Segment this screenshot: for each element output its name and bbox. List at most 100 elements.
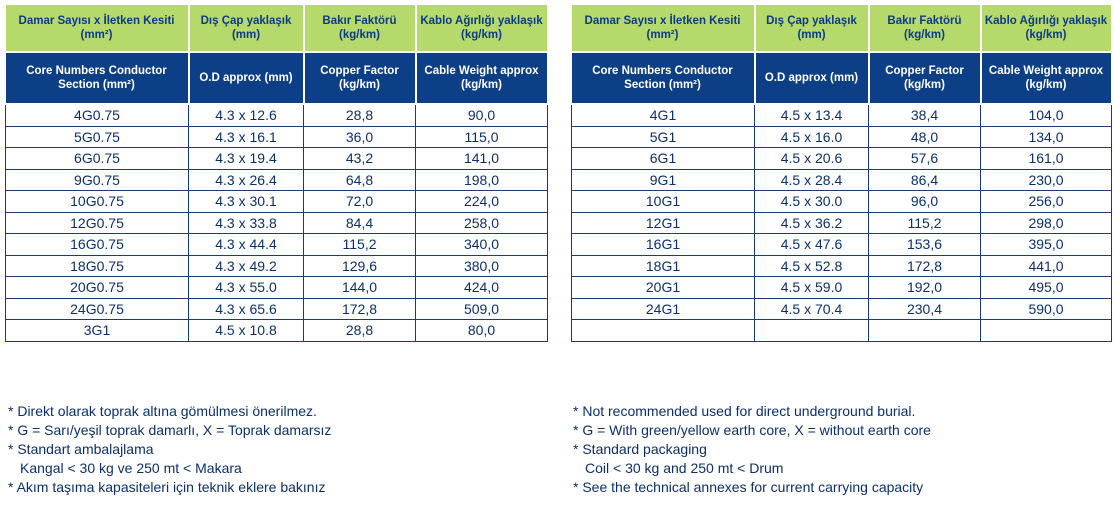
core-section-cell: 12G1 [571,211,755,234]
table-row: 4G0.75 4.3 x 12.6 28,8 90,0 [5,103,548,127]
core-section-cell: 6G1 [571,147,755,170]
left-cable-table: Damar Sayısı x İletken Kesiti (mm²) Dış Ç… [5,5,549,342]
od-cell: 4.5 x 36.2 [754,211,869,234]
note-tr-3: * Standart ambalajlama [8,441,154,457]
copper-factor-cell: 72,0 [303,190,416,213]
table-row: 18G1 4.5 x 52.8 172,8 441,0 [571,254,1112,277]
note-en-1: * Not recommended used for direct underg… [573,403,916,419]
cable-weight-cell: 395,0 [980,233,1112,256]
table-row: 6G0.75 4.3 x 19.4 43,2 141,0 [5,147,548,170]
table-row: 5G1 4.5 x 16.0 48,0 134,0 [571,125,1112,148]
table-row: 5G0.75 4.3 x 16.1 36,0 115,0 [5,125,548,148]
table-row: 20G1 4.5 x 59.0 192,0 495,0 [571,276,1112,299]
core-section-cell [571,319,755,342]
cable-weight-cell: 104,0 [980,103,1112,127]
table-row: 24G1 4.5 x 70.4 230,4 590,0 [571,297,1112,320]
left-header-turkish-cell-2: Bakır Faktörü (kg/km) [303,5,417,53]
right-header-turkish-cell-3: Kablo Ağırlığı yaklaşık (kg/km) [980,5,1113,53]
right-header-english-cell-0: Core Numbers Conductor Section (mm²) [571,52,756,105]
right-header-english-cell-1: O.D approx (mm) [754,52,870,105]
od-cell: 4.5 x 47.6 [754,233,869,256]
table-row: 10G0.75 4.3 x 30.1 72,0 224,0 [5,190,548,213]
copper-factor-cell: 64,8 [303,168,416,191]
core-section-cell: 24G1 [571,297,755,320]
copper-factor-cell: 96,0 [868,190,981,213]
od-cell: 4.5 x 30.0 [754,190,869,213]
core-section-cell: 9G1 [571,168,755,191]
od-cell: 4.3 x 12.6 [188,103,304,127]
copper-factor-cell: 38,4 [868,103,981,127]
cable-weight-cell: 298,0 [980,211,1112,234]
cable-weight-cell: 224,0 [415,190,548,213]
od-cell: 4.5 x 70.4 [754,297,869,320]
cable-weight-cell: 90,0 [415,103,548,127]
left-header-turkish-cell-0: Damar Sayısı x İletken Kesiti (mm²) [5,5,190,53]
copper-factor-cell: 144,0 [303,276,416,299]
copper-factor-cell: 43,2 [303,147,416,170]
right-header-turkish-cell-1: Dış Çap yaklaşık (mm) [754,5,870,53]
note-en-3: * Standard packaging [573,441,707,457]
left-header-english-cell-3: Cable Weight approx (kg/km) [415,52,549,105]
cable-weight-cell: 115,0 [415,125,548,148]
right-header-turkish-cell-0: Damar Sayısı x İletken Kesiti (mm²) [571,5,756,53]
core-section-cell: 24G0.75 [5,297,189,320]
cable-weight-cell: 256,0 [980,190,1112,213]
core-section-cell: 12G0.75 [5,211,189,234]
copper-factor-cell: 86,4 [868,168,981,191]
core-section-cell: 9G0.75 [5,168,189,191]
od-cell: 4.5 x 52.8 [754,254,869,277]
core-section-cell: 16G0.75 [5,233,189,256]
cable-weight-cell [980,319,1112,342]
od-cell: 4.3 x 16.1 [188,125,304,148]
left-header-turkish-cell-1: Dış Çap yaklaşık (mm) [188,5,305,53]
right-header-english: Core Numbers Conductor Section (mm²) O.D … [571,52,1113,105]
copper-factor-cell [868,319,981,342]
core-section-cell: 4G1 [571,103,755,127]
core-section-cell: 6G0.75 [5,147,189,170]
od-cell: 4.3 x 49.2 [188,254,304,277]
od-cell: 4.3 x 33.8 [188,211,304,234]
copper-factor-cell: 192,0 [868,276,981,299]
core-section-cell: 16G1 [571,233,755,256]
turkish-notes: * Direkt olarak toprak altına gömülmesi … [8,402,331,497]
left-header-english-cell-1: O.D approx (mm) [188,52,305,105]
cable-weight-cell: 161,0 [980,147,1112,170]
od-cell: 4.3 x 55.0 [188,276,304,299]
note-tr-5: * Akım taşıma kapasiteleri için teknik e… [8,479,326,495]
copper-factor-cell: 230,4 [868,297,981,320]
copper-factor-cell: 115,2 [868,211,981,234]
table-row: 4G1 4.5 x 13.4 38,4 104,0 [571,103,1112,127]
table-row [571,319,1112,342]
core-section-cell: 4G0.75 [5,103,189,127]
core-section-cell: 5G1 [571,125,755,148]
cable-weight-cell: 441,0 [980,254,1112,277]
cable-weight-cell: 198,0 [415,168,548,191]
table-row: 24G0.75 4.3 x 65.6 172,8 509,0 [5,297,548,320]
od-cell: 4.5 x 13.4 [754,103,869,127]
copper-factor-cell: 115,2 [303,233,416,256]
right-header-turkish-cell-2: Bakır Faktörü (kg/km) [868,5,982,53]
cable-weight-cell: 230,0 [980,168,1112,191]
core-section-cell: 18G1 [571,254,755,277]
cable-weight-cell: 80,0 [415,319,548,342]
copper-factor-cell: 57,6 [868,147,981,170]
table-row: 16G1 4.5 x 47.6 153,6 395,0 [571,233,1112,256]
od-cell: 4.3 x 65.6 [188,297,304,320]
table-row: 18G0.75 4.3 x 49.2 129,6 380,0 [5,254,548,277]
cable-weight-cell: 495,0 [980,276,1112,299]
od-cell: 4.3 x 44.4 [188,233,304,256]
cable-weight-cell: 134,0 [980,125,1112,148]
cable-weight-cell: 258,0 [415,211,548,234]
od-cell [754,319,869,342]
note-en-2: * G = With green/yellow earth core, X = … [573,422,931,438]
right-header-turkish: Damar Sayısı x İletken Kesiti (mm²) Dış Ç… [571,5,1113,53]
copper-factor-cell: 28,8 [303,319,416,342]
cable-weight-cell: 141,0 [415,147,548,170]
table-row: 9G1 4.5 x 28.4 86,4 230,0 [571,168,1112,191]
left-header-english-cell-2: Copper Factor (kg/km) [303,52,417,105]
table-row: 6G1 4.5 x 20.6 57,6 161,0 [571,147,1112,170]
left-header-english-cell-0: Core Numbers Conductor Section (mm²) [5,52,190,105]
table-row: 9G0.75 4.3 x 26.4 64,8 198,0 [5,168,548,191]
cable-weight-cell: 380,0 [415,254,548,277]
copper-factor-cell: 129,6 [303,254,416,277]
